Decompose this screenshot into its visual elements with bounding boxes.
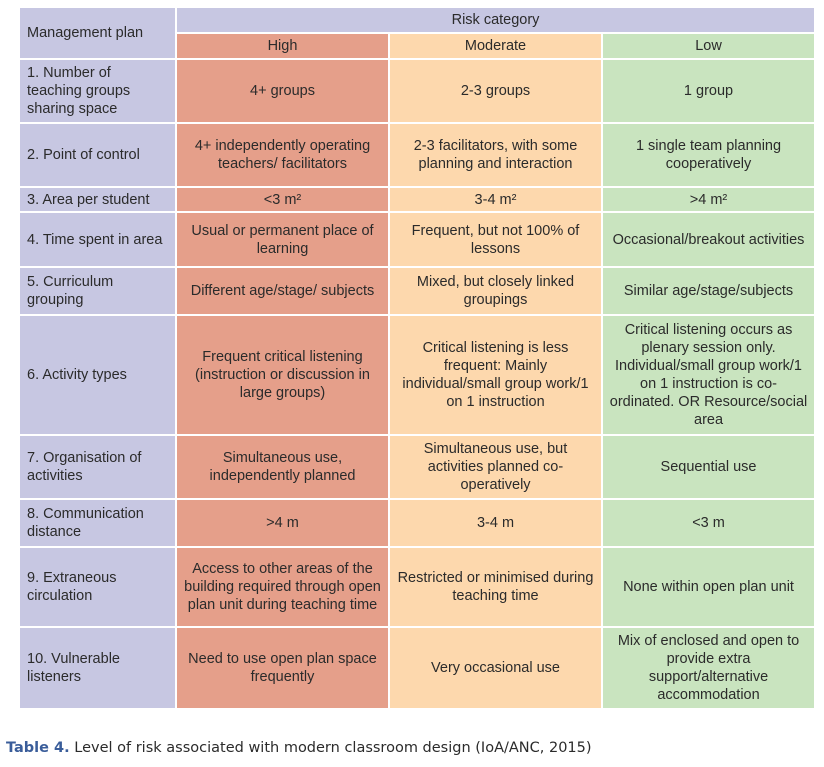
risk-table: Management plan Risk category High Moder… bbox=[20, 8, 817, 710]
moderate-cell: 2-3 facilitators, with some planning and… bbox=[390, 124, 603, 188]
moderate-cell: Mixed, but closely linked groupings bbox=[390, 268, 603, 316]
table-row: 3. Area per student <3 m² 3-4 m² >4 m² bbox=[20, 188, 817, 213]
row-label: 3. Area per student bbox=[20, 188, 177, 213]
level-high-header: High bbox=[177, 34, 390, 60]
level-low-header: Low bbox=[603, 34, 817, 60]
low-cell: Sequential use bbox=[603, 436, 817, 500]
low-cell: >4 m² bbox=[603, 188, 817, 213]
row-label: 9. Extraneous circulation bbox=[20, 548, 177, 628]
low-cell: Mix of enclosed and open to provide extr… bbox=[603, 628, 817, 710]
risk-category-header: Risk category bbox=[177, 8, 817, 34]
moderate-cell: Frequent, but not 100% of lessons bbox=[390, 213, 603, 268]
high-cell: Different age/stage/ subjects bbox=[177, 268, 390, 316]
row-label: 8. Communication distance bbox=[20, 500, 177, 548]
table-row: 9. Extraneous circulation Access to othe… bbox=[20, 548, 817, 628]
low-cell: Occasional/breakout activities bbox=[603, 213, 817, 268]
table-row: 2. Point of control 4+ independently ope… bbox=[20, 124, 817, 188]
caption-text: Level of risk associated with modern cla… bbox=[69, 740, 592, 756]
low-cell: 1 single team planning cooperatively bbox=[603, 124, 817, 188]
high-cell: Access to other areas of the building re… bbox=[177, 548, 390, 628]
row-label: 2. Point of control bbox=[20, 124, 177, 188]
moderate-cell: Simultaneous use, but activities planned… bbox=[390, 436, 603, 500]
moderate-cell: 3-4 m bbox=[390, 500, 603, 548]
high-cell: 4+ groups bbox=[177, 60, 390, 124]
high-cell: Usual or permanent place of learning bbox=[177, 213, 390, 268]
high-cell: 4+ independently operating teachers/ fac… bbox=[177, 124, 390, 188]
moderate-cell: Very occasional use bbox=[390, 628, 603, 710]
row-label: 6. Activity types bbox=[20, 316, 177, 436]
moderate-cell: 3-4 m² bbox=[390, 188, 603, 213]
row-label: 4. Time spent in area bbox=[20, 213, 177, 268]
table-number: Table 4. bbox=[6, 740, 70, 756]
moderate-cell: 2-3 groups bbox=[390, 60, 603, 124]
high-cell: Need to use open plan space frequently bbox=[177, 628, 390, 710]
row-label: 1. Number of teaching groups sharing spa… bbox=[20, 60, 177, 124]
table-row: 8. Communication distance >4 m 3-4 m <3 … bbox=[20, 500, 817, 548]
table-row: 10. Vulnerable listeners Need to use ope… bbox=[20, 628, 817, 710]
low-cell: Similar age/stage/subjects bbox=[603, 268, 817, 316]
table-row: 7. Organisation of activities Simultaneo… bbox=[20, 436, 817, 500]
low-cell: <3 m bbox=[603, 500, 817, 548]
low-cell: 1 group bbox=[603, 60, 817, 124]
low-cell: None within open plan unit bbox=[603, 548, 817, 628]
high-cell: >4 m bbox=[177, 500, 390, 548]
low-cell: Critical listening occurs as plenary ses… bbox=[603, 316, 817, 436]
moderate-cell: Critical listening is less frequent: Mai… bbox=[390, 316, 603, 436]
management-plan-header: Management plan bbox=[20, 8, 177, 60]
table-row: 4. Time spent in area Usual or permanent… bbox=[20, 213, 817, 268]
high-cell: Frequent critical listening (instruction… bbox=[177, 316, 390, 436]
high-cell: Simultaneous use, independently planned bbox=[177, 436, 390, 500]
table-row: 6. Activity types Frequent critical list… bbox=[20, 316, 817, 436]
risk-table-container: Management plan Risk category High Moder… bbox=[20, 8, 817, 710]
row-label: 7. Organisation of activities bbox=[20, 436, 177, 500]
moderate-cell: Restricted or minimised during teaching … bbox=[390, 548, 603, 628]
level-moderate-header: Moderate bbox=[390, 34, 603, 60]
table-caption: Table 4. Level of risk associated with m… bbox=[6, 740, 592, 756]
row-label: 5. Curriculum grouping bbox=[20, 268, 177, 316]
table-row: 5. Curriculum grouping Different age/sta… bbox=[20, 268, 817, 316]
table-row: 1. Number of teaching groups sharing spa… bbox=[20, 60, 817, 124]
high-cell: <3 m² bbox=[177, 188, 390, 213]
row-label: 10. Vulnerable listeners bbox=[20, 628, 177, 710]
